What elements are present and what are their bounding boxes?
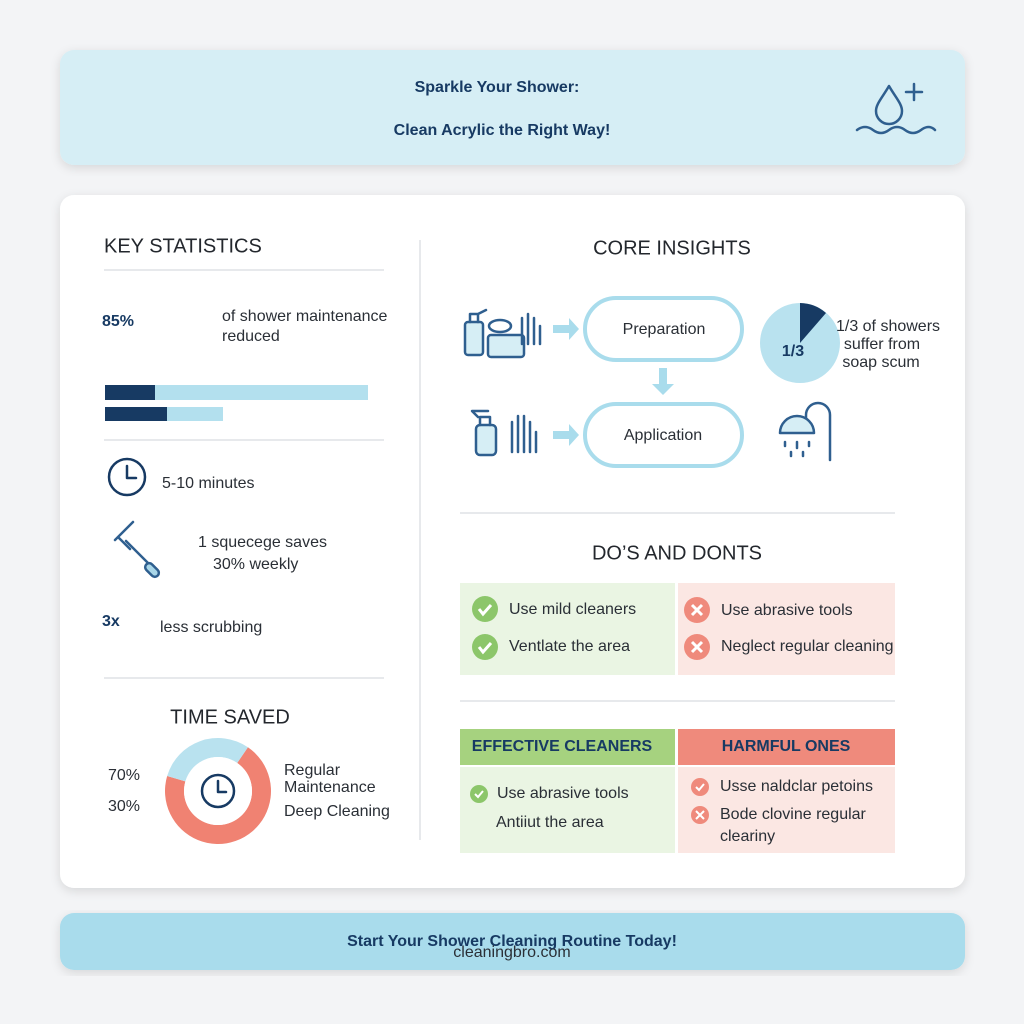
section-heading: KEY STATISTICS	[104, 235, 262, 257]
step-pill	[583, 402, 744, 468]
check-icons	[472, 596, 498, 660]
big-stat: 85%	[102, 313, 134, 330]
title: Sparkle Your Shower:	[415, 79, 580, 96]
effective-item: Use abrasive tools	[497, 785, 629, 802]
harmful-item: Usse naldclar petoins	[720, 778, 873, 795]
legend-label: Maintenance	[284, 779, 376, 796]
effective-box	[460, 767, 675, 853]
supplies-icon	[463, 308, 542, 359]
shower-icon	[778, 401, 832, 462]
donut-segment	[165, 747, 272, 844]
insight-text: suffer from	[844, 336, 920, 353]
dos-box	[460, 583, 675, 675]
section-heading: CORE INSIGHTS	[593, 237, 751, 259]
section-heading: TIME SAVED	[170, 706, 290, 728]
footer-text: Start Your Shower Cleaning Routine Today…	[347, 933, 677, 950]
main-card	[60, 195, 965, 888]
insight-text: 1/3 of showers	[836, 318, 940, 335]
title: Clean Acrylic the Right Way!	[394, 122, 611, 139]
do-item: Use mild cleaners	[509, 601, 636, 618]
legend-label: Regular	[284, 762, 341, 779]
effective-item: Antiiut the area	[496, 814, 604, 831]
progress-bars	[105, 385, 368, 421]
do-item: Ventlate the area	[509, 638, 630, 655]
column-heading: HARMFUL ONES	[722, 738, 851, 755]
squeegee-icon	[113, 520, 161, 579]
droplet-icon	[855, 82, 937, 135]
arrows	[553, 318, 674, 446]
donut-segment	[167, 738, 248, 782]
harmful-item: Bode clovine regular	[720, 806, 867, 823]
fraction: 1/3	[782, 343, 804, 360]
insight-text: soap scum	[842, 354, 919, 371]
donts-box	[678, 583, 895, 675]
fraction-pie	[760, 303, 840, 383]
step-label: Application	[624, 427, 702, 444]
list-icons	[470, 778, 709, 824]
clock-icon	[107, 457, 147, 497]
harmful-header	[678, 729, 895, 765]
dont-item: Neglect regular cleaning	[721, 638, 894, 655]
clock-icon	[200, 773, 236, 809]
column-heading: EFFECTIVE CLEANERS	[472, 738, 653, 755]
big-stat: 3x	[102, 613, 120, 630]
harmful-item: clearіny	[720, 828, 775, 845]
stat-text: reduced	[222, 328, 280, 345]
stat-text: less scrubbing	[160, 619, 262, 636]
watermark: cleaningbro.com	[453, 944, 570, 961]
effective-header	[460, 729, 675, 765]
value-label: 30%	[108, 798, 140, 815]
stat-text: of shower maintenance	[222, 308, 388, 325]
section-heading: DO’S AND DONTS	[592, 542, 762, 564]
header-panel	[60, 50, 965, 165]
stat-text: 5-10 minutes	[162, 475, 255, 492]
step-pill	[583, 296, 744, 362]
dont-item: Use abrasive tools	[721, 602, 853, 619]
stat-text: 1 squecege saves	[198, 534, 327, 551]
harmful-box	[678, 767, 895, 853]
footer-banner	[60, 913, 965, 970]
legend-label: Deep Cleaning	[284, 803, 390, 820]
cross-icons	[684, 597, 710, 660]
step-label: Preparation	[623, 321, 706, 338]
stat-text: 30% weekly	[213, 556, 298, 573]
value-label: 70%	[108, 767, 140, 784]
spray-icon	[470, 409, 538, 457]
